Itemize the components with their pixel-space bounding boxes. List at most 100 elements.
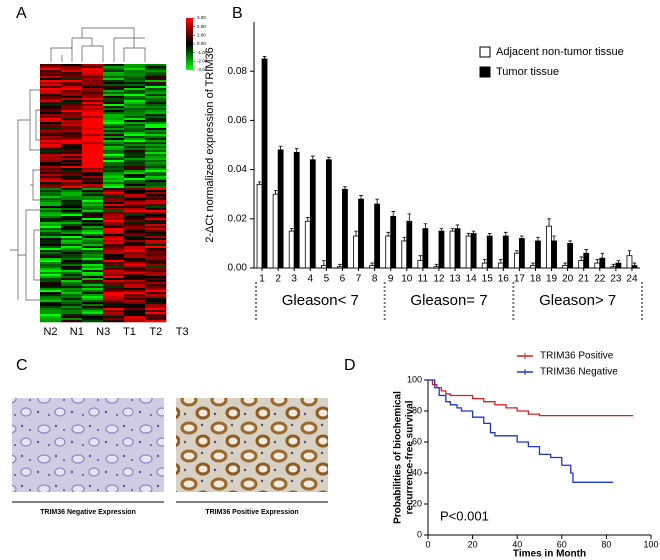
heatmap-cell	[145, 202, 167, 205]
heatmap-cell	[82, 170, 104, 173]
heatmap-cell	[103, 234, 125, 237]
error-bar	[322, 260, 326, 266]
heatmap-cell	[61, 108, 83, 111]
heatmap-cell	[82, 164, 104, 167]
heatmap-cell	[82, 96, 104, 99]
heatmap-cell	[61, 270, 83, 273]
heatmap-cell	[40, 116, 62, 119]
heatmap-cell	[82, 290, 104, 293]
heatmap-cell	[82, 196, 104, 199]
heatmap-cell	[124, 316, 146, 319]
heatmap-cell	[145, 82, 167, 85]
heatmap-cell	[61, 64, 83, 67]
bar	[337, 266, 343, 269]
bar	[374, 203, 381, 269]
heatmap-cell	[103, 264, 125, 267]
heatmap-cell	[61, 110, 83, 113]
heatmap-cell	[82, 244, 104, 247]
heatmap-cell	[145, 138, 167, 141]
heatmap-cell	[145, 178, 167, 181]
heatmap-cell	[61, 206, 83, 209]
heatmap-cell	[82, 302, 104, 305]
heatmap-cell	[82, 180, 104, 183]
error-bar	[278, 145, 283, 150]
heatmap-cell	[61, 134, 83, 137]
heatmap-cell	[124, 180, 146, 183]
heatmap-cell	[103, 228, 125, 231]
bar	[610, 266, 617, 269]
heatmap-cell	[145, 180, 167, 183]
heatmap-cell	[124, 214, 146, 217]
heatmap-cell	[124, 216, 146, 219]
heatmap-cell	[61, 262, 83, 265]
heatmap-cell	[124, 160, 146, 163]
heatmap-cell	[145, 94, 167, 97]
heatmap-cell	[82, 158, 104, 161]
heatmap-cell	[145, 76, 167, 79]
heatmap-cell	[103, 194, 125, 197]
heatmap-cell	[40, 134, 62, 137]
heatmap-cell	[40, 132, 62, 135]
heatmap-cell	[40, 262, 62, 265]
heatmap-cell	[145, 310, 167, 313]
heatmap-cell	[40, 164, 62, 167]
bar	[535, 240, 541, 269]
heatmap-cell	[61, 252, 83, 255]
heatmap-cell	[145, 148, 167, 151]
x-tick-label: 9	[388, 274, 394, 285]
x-tick-label: 5	[324, 274, 330, 285]
heatmap-cell	[103, 168, 125, 171]
heatmap-cell	[40, 76, 62, 79]
heatmap-cell	[61, 106, 83, 109]
heatmap-cell	[145, 206, 167, 209]
heatmap-cell	[61, 186, 83, 189]
heatmap-cell	[145, 166, 167, 169]
heatmap-cell	[124, 134, 146, 137]
ihc-image-negative	[12, 398, 164, 492]
heatmap-cell	[124, 298, 146, 301]
heatmap-cell	[145, 84, 167, 87]
bar	[562, 265, 569, 269]
image-caption: TRIM36 Negative Expression	[40, 509, 136, 516]
heatmap-cell	[82, 306, 104, 309]
heatmap-cell	[145, 92, 167, 95]
heatmap-cell	[82, 182, 104, 185]
heatmap-cell	[145, 132, 167, 135]
error-bar	[627, 250, 632, 256]
heatmap-cell	[40, 142, 62, 145]
heatmap-cell	[82, 284, 104, 287]
bar	[342, 188, 348, 269]
heatmap-cell	[82, 64, 104, 67]
error-bar	[520, 235, 524, 239]
heatmap-cell	[145, 134, 167, 137]
bar	[390, 215, 397, 269]
heatmap-cell	[145, 196, 167, 199]
heatmap-cell	[145, 78, 167, 81]
heatmap-cell	[61, 316, 83, 319]
heatmap-cell	[82, 250, 104, 253]
heatmap-cell	[82, 214, 104, 217]
heatmap-cell	[82, 220, 104, 223]
heatmap-cell	[103, 166, 125, 169]
heatmap-cell	[40, 120, 62, 123]
heatmap-cell	[103, 200, 125, 203]
heatmap-cell	[82, 100, 104, 103]
heatmap-cell	[103, 230, 125, 233]
bar	[583, 252, 590, 269]
heatmap-cell	[82, 308, 104, 311]
heatmap-cell	[145, 204, 167, 207]
heatmap-cell	[82, 232, 104, 235]
heatmap-cell	[61, 102, 83, 105]
heatmap-cell	[40, 288, 62, 291]
heatmap-cell	[145, 320, 167, 323]
heatmap-cell	[103, 146, 125, 149]
bar	[325, 159, 332, 269]
y-tick-label: 20	[412, 498, 422, 508]
heatmap-cell	[40, 72, 62, 75]
heatmap-cell	[145, 188, 167, 191]
y-tick-label: 0.06	[228, 115, 248, 126]
heatmap-cell	[124, 186, 146, 189]
heatmap-cell	[82, 134, 104, 137]
heatmap-cell	[61, 290, 83, 293]
heatmap-cell	[103, 150, 125, 153]
